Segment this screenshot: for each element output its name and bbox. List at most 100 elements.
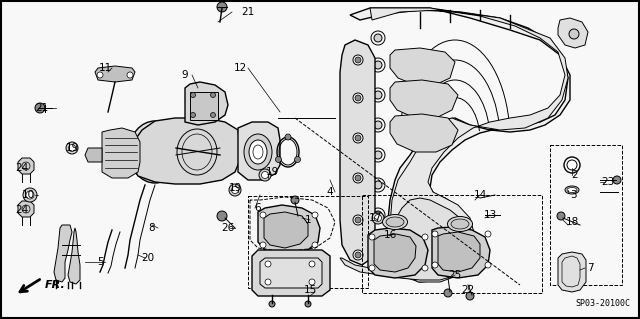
Ellipse shape <box>146 141 164 163</box>
Circle shape <box>260 242 266 248</box>
Circle shape <box>374 91 382 99</box>
Circle shape <box>353 250 363 260</box>
Circle shape <box>35 103 45 113</box>
Text: 8: 8 <box>148 223 156 233</box>
Text: 5: 5 <box>97 257 103 267</box>
Circle shape <box>275 157 282 162</box>
Polygon shape <box>238 122 280 180</box>
Circle shape <box>191 113 195 117</box>
Text: 21: 21 <box>241 7 255 17</box>
Circle shape <box>353 93 363 103</box>
Text: 22: 22 <box>461 285 475 295</box>
Text: 13: 13 <box>483 210 497 220</box>
Circle shape <box>432 262 438 268</box>
Text: 1: 1 <box>305 215 311 225</box>
Circle shape <box>374 34 382 42</box>
Circle shape <box>355 217 361 223</box>
Text: 19: 19 <box>65 143 79 153</box>
Bar <box>190 92 218 120</box>
Circle shape <box>355 135 361 141</box>
Circle shape <box>260 212 266 218</box>
Ellipse shape <box>565 186 579 194</box>
Polygon shape <box>340 40 375 265</box>
Polygon shape <box>85 148 102 162</box>
Ellipse shape <box>244 134 272 170</box>
Circle shape <box>388 232 396 239</box>
Polygon shape <box>340 198 475 280</box>
Circle shape <box>211 93 216 98</box>
Text: 17: 17 <box>369 213 381 223</box>
Polygon shape <box>390 48 455 85</box>
Circle shape <box>386 229 398 241</box>
Polygon shape <box>390 80 458 118</box>
Circle shape <box>355 175 361 181</box>
Circle shape <box>374 211 382 219</box>
Polygon shape <box>558 252 586 292</box>
Polygon shape <box>252 250 330 296</box>
Circle shape <box>422 234 428 240</box>
Text: 4: 4 <box>326 187 333 197</box>
Text: 2: 2 <box>572 170 579 180</box>
Circle shape <box>353 215 363 225</box>
Text: 24: 24 <box>15 163 29 173</box>
Bar <box>248 196 368 288</box>
Polygon shape <box>432 227 490 278</box>
Ellipse shape <box>134 126 176 178</box>
Polygon shape <box>258 205 320 255</box>
Text: 6: 6 <box>255 203 261 213</box>
Polygon shape <box>54 225 72 282</box>
Circle shape <box>374 214 381 221</box>
Ellipse shape <box>383 214 408 229</box>
Circle shape <box>374 264 382 272</box>
Circle shape <box>369 234 375 240</box>
Circle shape <box>312 242 318 248</box>
Text: 14: 14 <box>474 190 486 200</box>
Text: FR.: FR. <box>45 280 66 290</box>
Circle shape <box>485 262 491 268</box>
Circle shape <box>564 157 580 173</box>
Circle shape <box>355 57 361 63</box>
Circle shape <box>127 72 133 78</box>
Polygon shape <box>102 128 140 178</box>
Ellipse shape <box>451 219 469 229</box>
Polygon shape <box>185 82 228 125</box>
Circle shape <box>232 187 239 194</box>
Text: 18: 18 <box>565 217 579 227</box>
Text: 3: 3 <box>570 190 576 200</box>
Ellipse shape <box>567 188 577 192</box>
Polygon shape <box>95 66 135 82</box>
Text: 20: 20 <box>141 253 155 263</box>
Circle shape <box>217 2 227 12</box>
Circle shape <box>432 231 438 237</box>
Circle shape <box>444 289 452 297</box>
Text: 7: 7 <box>587 263 593 273</box>
Polygon shape <box>390 114 458 152</box>
Polygon shape <box>68 228 80 284</box>
Circle shape <box>355 95 361 101</box>
Circle shape <box>229 184 241 196</box>
Circle shape <box>305 301 311 307</box>
Circle shape <box>23 188 37 202</box>
Polygon shape <box>350 8 570 282</box>
Text: 15: 15 <box>303 285 317 295</box>
Bar <box>550 145 622 285</box>
Circle shape <box>374 121 382 129</box>
Circle shape <box>291 196 299 204</box>
Circle shape <box>269 301 275 307</box>
Circle shape <box>68 145 76 152</box>
Circle shape <box>191 93 195 98</box>
Text: 11: 11 <box>99 63 111 73</box>
Circle shape <box>309 279 315 285</box>
Circle shape <box>66 142 78 154</box>
Ellipse shape <box>129 121 181 183</box>
Text: 9: 9 <box>182 70 188 80</box>
Ellipse shape <box>447 217 472 232</box>
Circle shape <box>265 261 271 267</box>
Circle shape <box>259 169 271 181</box>
Circle shape <box>374 241 382 249</box>
Polygon shape <box>260 258 322 288</box>
Polygon shape <box>558 18 588 48</box>
Circle shape <box>374 61 382 69</box>
Polygon shape <box>132 118 240 184</box>
Polygon shape <box>18 158 34 174</box>
